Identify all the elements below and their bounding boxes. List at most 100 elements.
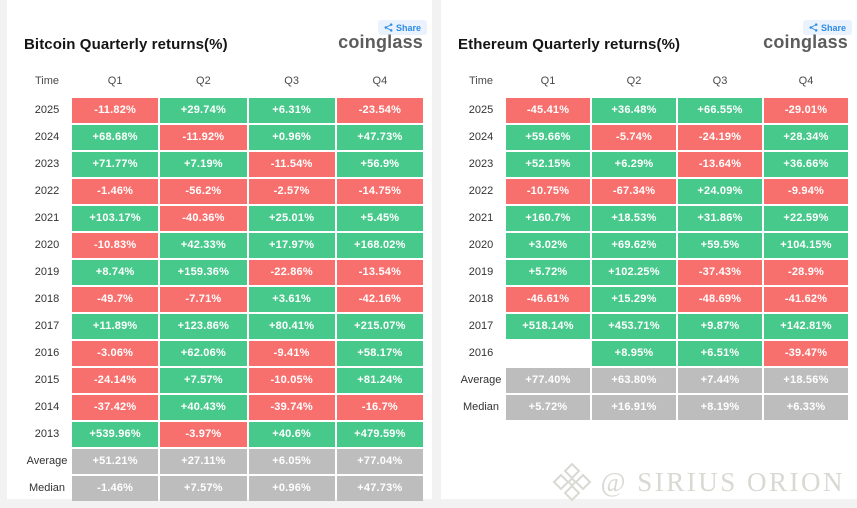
return-cell: -28.9%: [764, 260, 848, 285]
return-cell: +16.91%: [592, 395, 676, 420]
return-cell: +3.02%: [506, 233, 590, 258]
return-cell: +40.6%: [248, 422, 335, 447]
column-header-time: Time: [468, 75, 494, 87]
return-cell: -37.43%: [678, 260, 762, 285]
return-cell: +453.71%: [592, 314, 676, 339]
return-cell: +71.77%: [72, 152, 159, 177]
return-cell: -37.42%: [72, 395, 159, 420]
row-label: Median: [28, 482, 66, 494]
return-cell: +77.40%: [506, 368, 590, 393]
return-cell: +6.31%: [248, 98, 335, 123]
row-label: 2025: [34, 104, 60, 116]
return-cell: -24.19%: [678, 125, 762, 150]
share-button[interactable]: Share: [377, 20, 427, 35]
return-cell: -13.64%: [678, 152, 762, 177]
return-cell: +40.43%: [160, 395, 247, 420]
row-label: 2019: [34, 266, 60, 278]
return-cell: +518.14%: [506, 314, 590, 339]
return-cell: +0.96%: [248, 125, 335, 150]
row-label: 2016: [34, 347, 60, 359]
share-button-label: Share: [395, 22, 421, 33]
watermark-text: @ SIRIUS ORION: [600, 466, 845, 497]
return-cell: -3.97%: [160, 422, 247, 447]
coinglass-logo: coinglass: [763, 32, 848, 52]
return-cell: -2.57%: [248, 179, 335, 204]
return-cell: -45.41%: [506, 98, 590, 123]
return-cell: +18.56%: [764, 368, 848, 393]
page-title: Bitcoin Quarterly returns(%): [24, 36, 228, 53]
return-cell: -22.86%: [248, 260, 335, 285]
row-label: 2015: [34, 374, 60, 386]
return-cell: -10.75%: [506, 179, 590, 204]
return-cell: +159.36%: [160, 260, 247, 285]
returns-table: Time Q1 Q2 Q3 Q4 2025 -11.82% +29.74% +6.31% -23.…: [24, 71, 423, 501]
return-cell: +36.66%: [764, 152, 848, 177]
share-button[interactable]: Share: [802, 20, 852, 35]
return-cell: +102.25%: [592, 260, 676, 285]
return-cell: +27.11%: [160, 449, 247, 474]
row-label: 2024: [468, 131, 494, 143]
coinglass-logo: coinglass: [338, 32, 423, 52]
return-cell: -11.82%: [72, 98, 159, 123]
return-cell: [506, 341, 590, 366]
return-cell: +80.41%: [248, 314, 335, 339]
return-cell: +8.19%: [678, 395, 762, 420]
return-cell: -24.14%: [72, 368, 159, 393]
return-cell: -11.92%: [160, 125, 247, 150]
return-cell: +6.29%: [592, 152, 676, 177]
return-cell: -39.47%: [764, 341, 848, 366]
return-cell: +69.62%: [592, 233, 676, 258]
return-cell: +59.66%: [506, 125, 590, 150]
return-cell: +24.09%: [678, 179, 762, 204]
return-cell: +479.59%: [336, 422, 423, 447]
row-label: 2017: [34, 320, 60, 332]
row-label: 2020: [468, 239, 494, 251]
row-label: 2024: [34, 131, 60, 143]
return-cell: -16.7%: [336, 395, 423, 420]
row-label: 2023: [468, 158, 494, 170]
return-cell: +0.96%: [248, 476, 335, 501]
return-cell: -23.54%: [336, 98, 423, 123]
return-cell: +11.89%: [72, 314, 159, 339]
row-label: 2021: [468, 212, 494, 224]
column-header-q4: Q4: [798, 75, 814, 87]
return-cell: -11.54%: [248, 152, 335, 177]
return-cell: +18.53%: [592, 206, 676, 231]
return-cell: +51.21%: [72, 449, 159, 474]
row-label: 2017: [468, 320, 494, 332]
row-label: 2022: [468, 185, 494, 197]
column-header-q3: Q3: [284, 75, 299, 87]
return-cell: +104.15%: [764, 233, 848, 258]
return-cell: -9.41%: [248, 341, 335, 366]
return-cell: +539.96%: [72, 422, 159, 447]
row-label: 2020: [34, 239, 60, 251]
row-label: 2013: [34, 428, 60, 440]
return-cell: +160.7%: [506, 206, 590, 231]
bitcoin-returns-panel: Share Bitcoin Quarterly returns(%) coing…: [7, 0, 432, 501]
return-cell: +5.72%: [506, 260, 590, 285]
return-cell: +5.72%: [506, 395, 590, 420]
column-header-q3: Q3: [712, 75, 728, 87]
return-cell: +58.17%: [336, 341, 423, 366]
row-label: 2016: [468, 347, 494, 359]
returns-table: Time Q1 Q2 Q3 Q4 2025 -45.41% +36.48% +66.55% -29…: [458, 71, 848, 420]
return-cell: +31.86%: [678, 206, 762, 231]
return-cell: +77.04%: [336, 449, 423, 474]
return-cell: +3.61%: [248, 287, 335, 312]
return-cell: +62.06%: [160, 341, 247, 366]
return-cell: +25.01%: [248, 206, 335, 231]
row-label: Average: [460, 374, 502, 386]
return-cell: -13.54%: [336, 260, 423, 285]
row-label: 2025: [468, 104, 494, 116]
row-label: Average: [26, 455, 68, 467]
return-cell: -39.74%: [248, 395, 335, 420]
return-cell: +215.07%: [336, 314, 423, 339]
page-title: Ethereum Quarterly returns(%): [458, 36, 681, 53]
row-label: 2023: [34, 158, 60, 170]
return-cell: -10.83%: [72, 233, 159, 258]
return-cell: -49.7%: [72, 287, 159, 312]
return-cell: +6.05%: [248, 449, 335, 474]
return-cell: +52.15%: [506, 152, 590, 177]
return-cell: +36.48%: [592, 98, 676, 123]
return-cell: +81.24%: [336, 368, 423, 393]
